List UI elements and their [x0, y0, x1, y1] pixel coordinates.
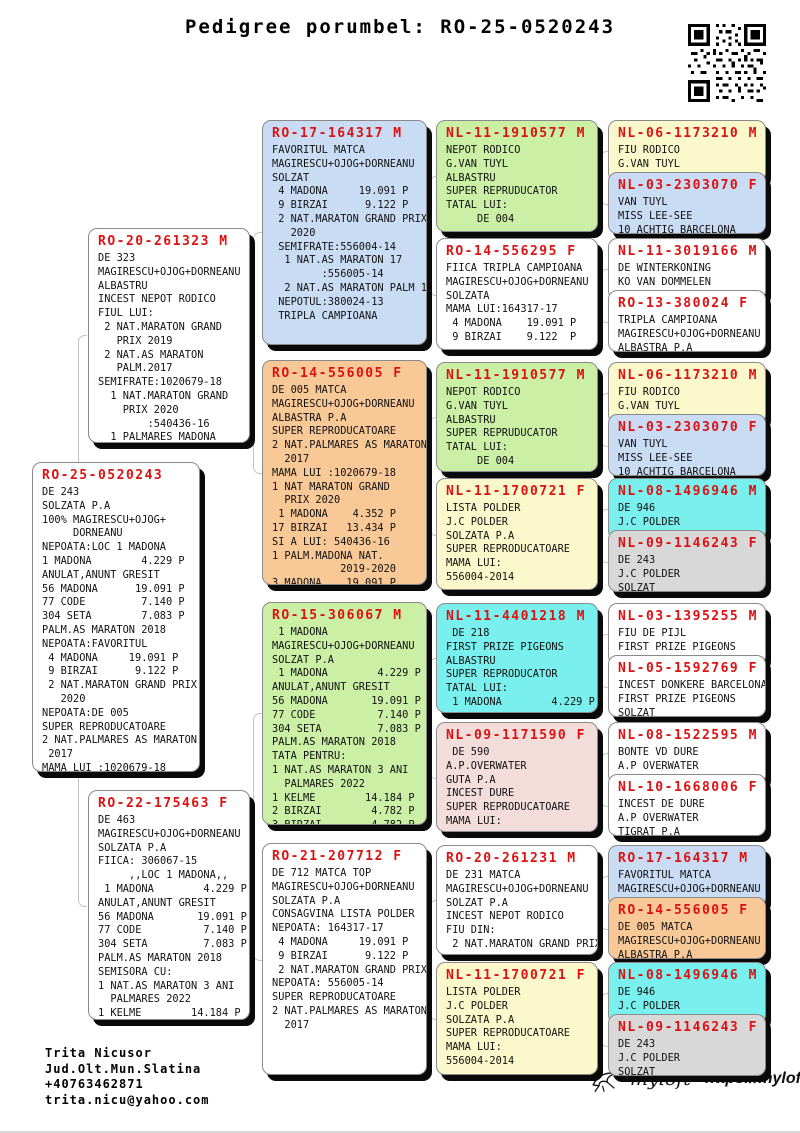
pigeon-details: DE 243 J.C POLDER SOLZAT [618, 554, 680, 592]
pigeon-details: NEPOT RODICO G.VAN TUYL ALBASTRU SUPER R… [446, 144, 558, 225]
pigeon-ring-id: NL-11-1700721 F [446, 484, 586, 499]
pigeon-ring-id: RO-22-175463 F [98, 796, 229, 811]
connector-line [600, 876, 609, 930]
pigeon-details: DE 243 SOLZATA P.A 100% MAGIRESCU+OJOG+ … [42, 486, 197, 772]
pigeon-ring-id: RO-17-164317 M [272, 126, 403, 141]
pigeon-details: TRIPLA CAMPIOANA MAGIRESCU+OJOG+DORNEANU… [618, 314, 761, 352]
pigeon-ring-id: NL-09-1171590 F [446, 728, 586, 743]
pigeon-ring-id: RO-17-164317 M [618, 851, 749, 866]
pigeon-ring-id: NL-06-1173210 M [618, 368, 758, 383]
pigeon-ring-id: RO-15-306067 M [272, 608, 403, 623]
box-gen2-4: RO-21-207712 F DE 712 MATCA TOP MAGIRESC… [262, 843, 427, 1075]
pigeon-details: DE 243 J.C POLDER SOLZAT [618, 1038, 680, 1076]
pigeon-ring-id: NL-06-1173210 M [618, 126, 758, 141]
box-gen3-2: RO-14-556295 F FIICA TRIPLA CAMPIOANA MA… [436, 238, 598, 350]
pigeon-details: DE 231 MATCA MAGIRESCU+OJOG+DORNEANU SOL… [446, 869, 597, 950]
pigeon-details: VAN TUYL MISS LEE-SEE 10 ACHTIG BARCELON… [618, 438, 736, 476]
box-gen4-10: NL-05-1592769 F INCEST DONKERE BARCELONA… [608, 655, 766, 717]
connector-line [253, 713, 263, 961]
box-gen3-3: NL-11-1910577 M NEPOT RODICO G.VAN TUYL … [436, 362, 598, 472]
pigeon-ring-id: NL-03-1395255 M [618, 609, 758, 624]
pigeon-details: DE 323 MAGIRESCU+OJOG+DORNEANU ALBASTRU … [98, 252, 241, 443]
connector-line [600, 753, 609, 807]
box-gen3-6: NL-09-1171590 F DE 590 A.P.OVERWATER GUT… [436, 722, 598, 832]
pigeon-ring-id: RO-20-261323 M [98, 234, 229, 249]
pigeon-ring-id: NL-03-2303070 F [618, 178, 758, 193]
pigeon-ring-id: NL-08-1496946 M [618, 968, 758, 983]
pigeon-ring-id: NL-11-1910577 M [446, 126, 586, 141]
pigeon-details: DE 590 A.P.OVERWATER GUTA P.A INCEST DUR… [446, 746, 570, 827]
pigeon-ring-id: RO-20-261231 M [446, 851, 577, 866]
box-gen2-3: RO-15-306067 M 1 MADONA MAGIRESCU+OJOG+D… [262, 602, 427, 825]
connector-line [600, 269, 609, 323]
box-gen4-4: RO-13-380024 F TRIPLA CAMPIOANA MAGIRESC… [608, 290, 766, 352]
pigeon-ring-id: RO-25-0520243 [42, 468, 164, 483]
pigeon-ring-id: NL-11-3019166 M [618, 244, 758, 259]
pigeon-details: DE 005 MATCA MAGIRESCU+OJOG+DORNEANU ALB… [272, 384, 427, 585]
pigeon-details: 1 MADONA MAGIRESCU+OJOG+DORNEANU SOLZAT … [272, 626, 421, 824]
box-gen2-2: RO-14-556005 F DE 005 MATCA MAGIRESCU+OJ… [262, 360, 427, 585]
box-gen4-8: NL-09-1146243 F DE 243 J.C POLDER SOLZAT [608, 530, 766, 592]
pigeon-ring-id: NL-08-1496946 M [618, 484, 758, 499]
box-gen4-3: NL-11-3019166 M DE WINTERKONING KO VAN D… [608, 238, 766, 300]
connector-line [600, 634, 609, 688]
connector-line [429, 417, 437, 536]
box-gen4-12: NL-10-1668006 F INCEST DE DURE A.P OVERW… [608, 774, 766, 836]
pigeon-ring-id: RO-21-207712 F [272, 849, 403, 864]
pigeon-ring-id: NL-11-1910577 M [446, 368, 586, 383]
box-gen4-15: NL-08-1496946 M DE 946 J.C POLDER SOLZAT… [608, 962, 766, 1024]
pigeon-details: DE 463 MAGIRESCU+OJOG+DORNEANU SOLZATA P… [98, 814, 247, 1020]
pigeon-details: VAN TUYL MISS LEE-SEE 10 ACHTIG BARCELON… [618, 196, 736, 234]
qr-code-icon [688, 24, 766, 102]
pigeon-details: LISTA POLDER J.C POLDER SOLZATA P.A SUPE… [446, 986, 570, 1067]
connector-line [429, 176, 437, 296]
box-gen3-5: NL-11-4401218 M DE 218 FIRST PRIZE PIGEO… [436, 603, 598, 713]
pigeon-details: FIICA TRIPLA CAMPIOANA MAGIRESCU+OJOG+DO… [446, 262, 589, 343]
box-gen2-1: RO-17-164317 M FAVORITUL MATCA MAGIRESCU… [262, 120, 427, 345]
pigeon-details: INCEST DONKERE BARCELONA FIRST PRIZE PIG… [618, 679, 766, 717]
pigeon-ring-id: NL-09-1146243 F [618, 1020, 758, 1035]
pigeon-ring-id: NL-10-1668006 F [618, 780, 758, 795]
box-gen3-4: NL-11-1700721 F LISTA POLDER J.C POLDER … [436, 478, 598, 590]
connector-line [429, 658, 437, 779]
box-gen4-14: RO-14-556005 F DE 005 MATCA MAGIRESCU+OJ… [608, 897, 766, 959]
box-dam: RO-22-175463 F DE 463 MAGIRESCU+OJOG+DOR… [88, 790, 250, 1020]
pigeon-details: LISTA POLDER J.C POLDER SOLZATA P.A SUPE… [446, 502, 570, 583]
page-title: Pedigree porumbel: RO-25-0520243 [184, 16, 616, 38]
pigeon-ring-id: NL-09-1146243 F [618, 536, 758, 551]
pigeon-ring-id: RO-14-556295 F [446, 244, 577, 259]
pigeon-ring-id: NL-08-1522595 M [618, 728, 758, 743]
pigeon-details: DE 005 MATCA MAGIRESCU+OJOG+DORNEANU ALB… [618, 921, 761, 959]
box-gen4-6: NL-03-2303070 F VAN TUYL MISS LEE-SEE 10… [608, 414, 766, 476]
connector-line [600, 509, 609, 563]
box-gen3-7: RO-20-261231 M DE 231 MATCA MAGIRESCU+OJ… [436, 845, 598, 955]
pigeon-ring-id: RO-14-556005 F [618, 903, 749, 918]
pigeon-ring-id: NL-05-1592769 F [618, 661, 758, 676]
pigeon-ring-id: NL-11-1700721 F [446, 968, 586, 983]
pigeon-ring-id: NL-11-4401218 M [446, 609, 586, 624]
pigeon-details: NEPOT RODICO G.VAN TUYL ALBASTRU SUPER R… [446, 386, 558, 467]
connector-line [253, 232, 263, 474]
pigeon-details: FAVORITUL MATCA MAGIRESCU+OJOG+DORNEANU … [272, 144, 427, 322]
connector-line [429, 900, 437, 1020]
pigeon-details: DE 218 FIRST PRIZE PIGEONS ALBASTRU SUPE… [446, 627, 595, 708]
pigeon-ring-id: RO-13-380024 F [618, 296, 749, 311]
pigeon-ring-id: RO-14-556005 F [272, 366, 403, 381]
owner-contact-block: Trita Nicusor Jud.Olt.Mun.Slatina +40763… [45, 1046, 210, 1107]
connector-line [600, 993, 609, 1047]
connector-line [600, 393, 609, 447]
box-sire: RO-20-261323 M DE 323 MAGIRESCU+OJOG+DOR… [88, 228, 250, 443]
box-gen3-8: NL-11-1700721 F LISTA POLDER J.C POLDER … [436, 962, 598, 1075]
box-gen4-16: NL-09-1146243 F DE 243 J.C POLDER SOLZAT [608, 1014, 766, 1076]
box-subject: RO-25-0520243 DE 243 SOLZATA P.A 100% MA… [32, 462, 200, 772]
box-gen4-2: NL-03-2303070 F VAN TUYL MISS LEE-SEE 10… [608, 172, 766, 234]
pigeon-details: DE 712 MATCA TOP MAGIRESCU+OJOG+DORNEANU… [272, 867, 427, 1031]
box-gen3-1: NL-11-1910577 M NEPOT RODICO G.VAN TUYL … [436, 120, 598, 232]
pigeon-ring-id: NL-03-2303070 F [618, 420, 758, 435]
pigeon-details: INCEST DE DURE A.P OVERWATER TIGRAT P.A [618, 798, 705, 836]
connector-line [600, 151, 609, 205]
